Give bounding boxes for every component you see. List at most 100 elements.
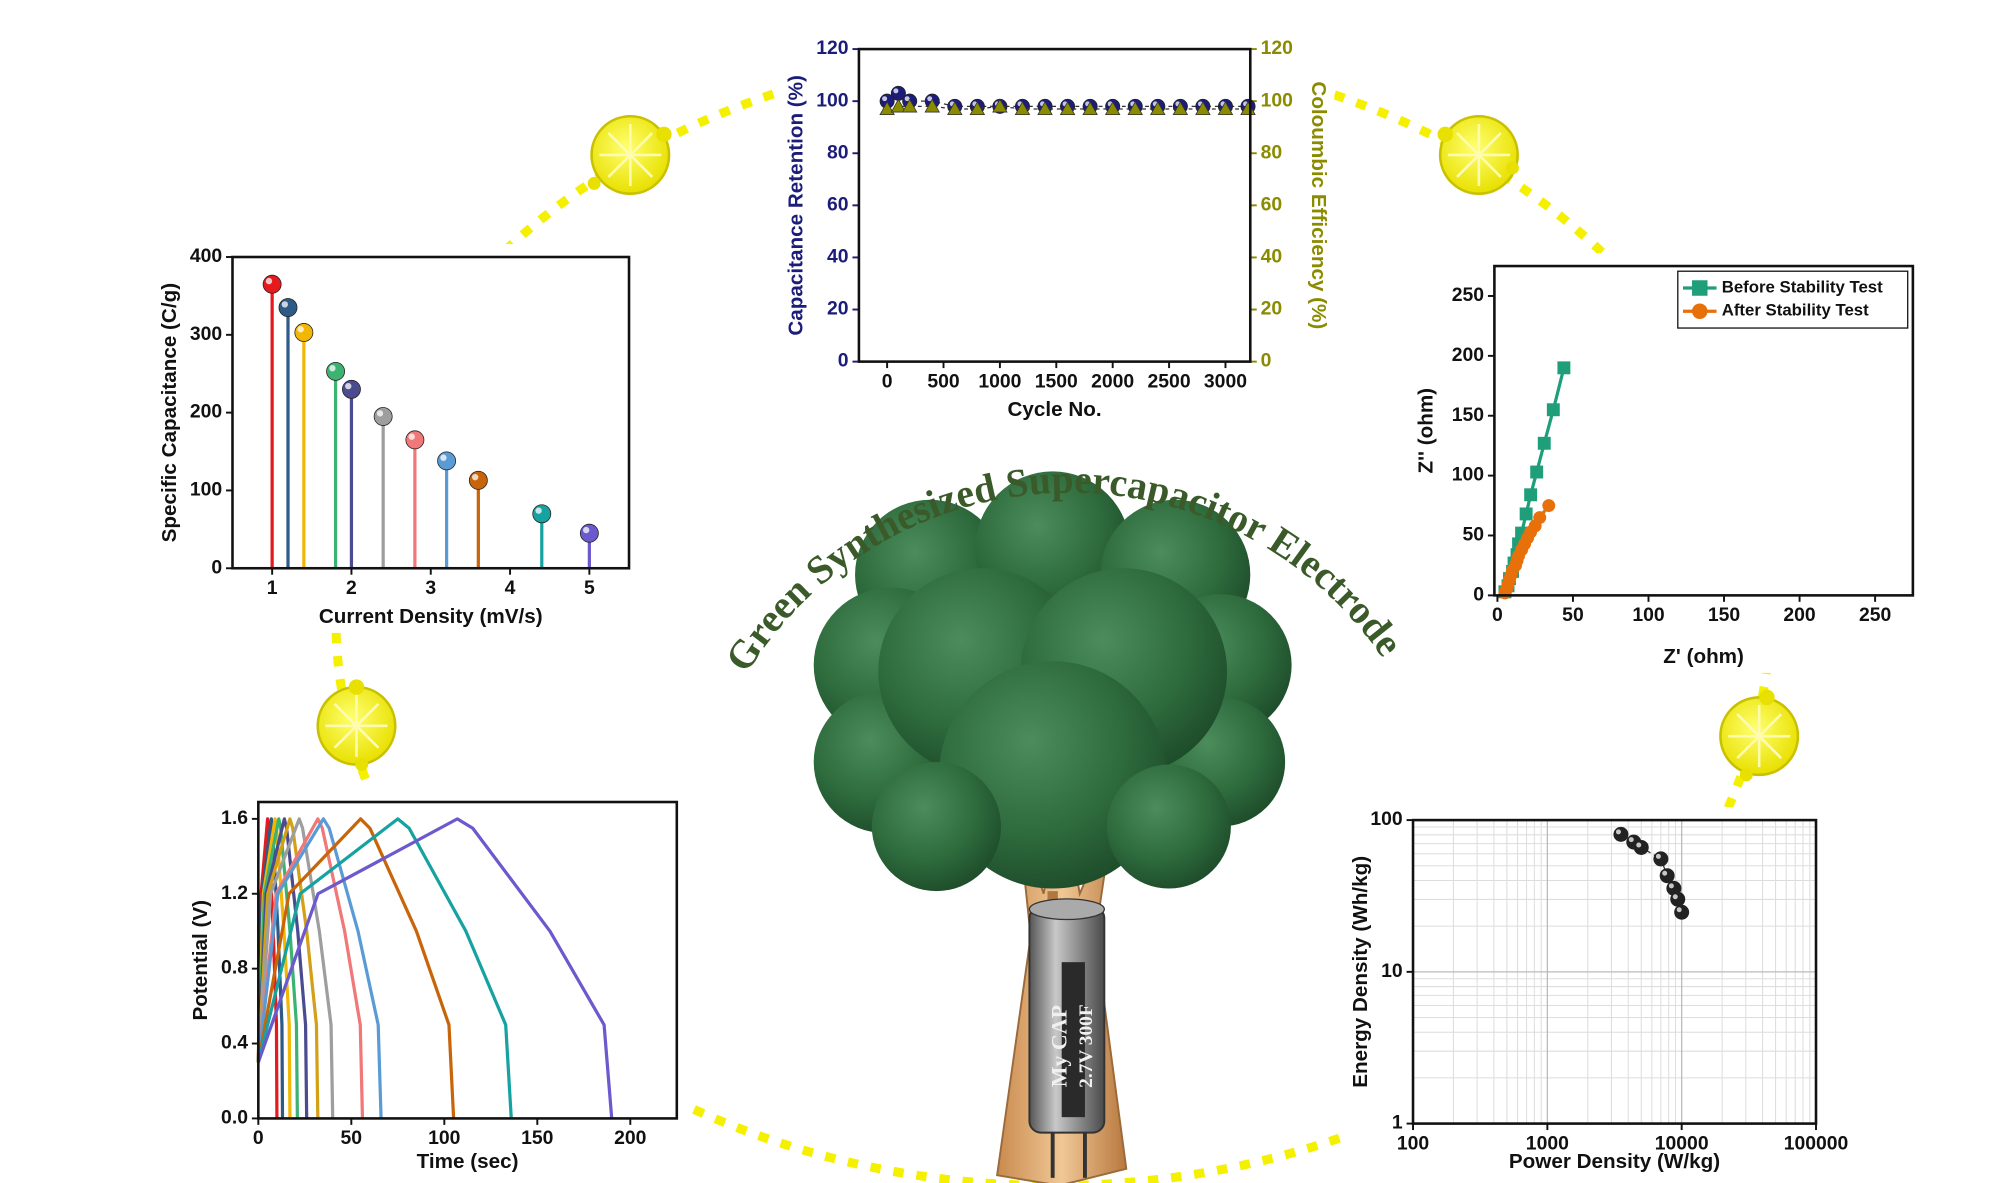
x-tick-label: 0 bbox=[882, 370, 893, 392]
y-tick-label: 0 bbox=[211, 556, 222, 578]
highlight bbox=[882, 96, 888, 102]
highlight bbox=[281, 301, 289, 308]
marker bbox=[1127, 101, 1144, 116]
marker bbox=[1542, 499, 1556, 513]
legend-box bbox=[1677, 270, 1909, 329]
tree bbox=[813, 471, 1292, 1183]
marker bbox=[890, 98, 907, 113]
y-tick-label: 1 bbox=[1392, 1112, 1403, 1134]
x-tick-label: 250 bbox=[1859, 604, 1891, 626]
highlight bbox=[1636, 842, 1642, 848]
highlight bbox=[440, 454, 447, 461]
y-tick-label: 150 bbox=[1452, 404, 1484, 426]
y2-tick-label: 80 bbox=[1261, 141, 1283, 163]
chart: 1 2 3 4 5 0 100 200 300 400 Current Density (mV/s)… bbox=[154, 244, 642, 633]
y-tick-label: 0 bbox=[1473, 583, 1484, 605]
y-tick-label: 0.4 bbox=[221, 1032, 248, 1054]
marker bbox=[405, 430, 425, 450]
x-axis-label: Time (sec) bbox=[417, 1150, 519, 1173]
marker bbox=[1104, 101, 1121, 116]
x-tick-label: 1 bbox=[267, 577, 278, 599]
capacitor-label: My CAP bbox=[1047, 1005, 1072, 1087]
x-tick-label: 3 bbox=[425, 577, 436, 599]
y-axis-label: Potential (V) bbox=[189, 900, 212, 1020]
y-tick-label: 100 bbox=[190, 479, 222, 501]
legend-marker bbox=[1692, 303, 1708, 319]
highlight bbox=[345, 382, 352, 390]
highlight bbox=[408, 433, 415, 440]
marker bbox=[1674, 904, 1690, 920]
x-tick-label: 1500 bbox=[1035, 370, 1078, 392]
y2-tick-label: 0 bbox=[1261, 350, 1272, 372]
marker bbox=[1172, 101, 1189, 116]
x-axis-label: Z' (ohm) bbox=[1663, 645, 1744, 668]
chart-background bbox=[154, 244, 642, 633]
x-tick-label: 50 bbox=[1562, 604, 1584, 626]
x-axis-label: Current Density (mV/s) bbox=[319, 605, 543, 628]
series-line bbox=[256, 817, 365, 1119]
y-tick-label: 40 bbox=[827, 246, 849, 268]
marker bbox=[1082, 101, 1098, 116]
highlight bbox=[329, 365, 336, 372]
y-axis-label: Specific Capacitance (C/g) bbox=[158, 283, 181, 542]
y2-tick-label: 40 bbox=[1261, 246, 1283, 268]
chart: 100 1000 10000 100000 1 10 100 Power Density (W… bbox=[1348, 807, 1848, 1182]
marker bbox=[1014, 101, 1031, 116]
marker bbox=[437, 451, 457, 471]
marker bbox=[326, 361, 346, 381]
highlight bbox=[1655, 853, 1661, 859]
x-tick-label: 500 bbox=[927, 370, 959, 392]
highlight bbox=[1662, 870, 1668, 876]
marker bbox=[1524, 488, 1538, 502]
x-tick-label: 1000 bbox=[978, 370, 1021, 392]
x-tick-label: 100000 bbox=[1784, 1132, 1849, 1154]
y-tick-label: 1.6 bbox=[221, 807, 248, 829]
marker bbox=[579, 523, 599, 543]
plot-frame bbox=[857, 47, 1252, 363]
x-tick-label: 4 bbox=[505, 577, 516, 599]
highlight bbox=[927, 96, 933, 102]
highlight bbox=[1672, 894, 1678, 900]
y-tick-label: 100 bbox=[1370, 808, 1402, 830]
x-tick-label: 2500 bbox=[1148, 370, 1191, 392]
y2-tick-label: 100 bbox=[1261, 89, 1293, 111]
y-tick-label: 50 bbox=[1463, 524, 1485, 546]
x-axis-label: Power Density (W/kg) bbox=[1509, 1150, 1720, 1173]
highlight bbox=[297, 326, 304, 333]
x-tick-label: 10000 bbox=[1655, 1132, 1709, 1154]
highlight bbox=[535, 507, 542, 514]
y-tick-label: 0.0 bbox=[221, 1107, 248, 1129]
marker bbox=[947, 101, 963, 116]
marker bbox=[1037, 101, 1053, 116]
marker bbox=[901, 98, 918, 113]
x-tick-label: 5 bbox=[584, 577, 595, 599]
chart: 0 50 100 150 200 0.0 0.4 0.8 1.2 1.6 Time (sec) Pot… bbox=[183, 789, 690, 1181]
x-tick-label: 2000 bbox=[1091, 370, 1134, 392]
x-tick-label: 100 bbox=[1397, 1132, 1429, 1154]
marker bbox=[1537, 436, 1551, 450]
x-tick-label: 100 bbox=[1632, 604, 1664, 626]
x-tick-label: 200 bbox=[614, 1127, 646, 1149]
x-tick-label: 0 bbox=[1492, 604, 1503, 626]
y-tick-label: 250 bbox=[1452, 284, 1484, 306]
y-tick-label: 100 bbox=[1452, 464, 1484, 486]
highlight bbox=[376, 410, 384, 417]
x-tick-label: 150 bbox=[1708, 604, 1740, 626]
y-axis-label: Energy Density (Wh/kg) bbox=[1349, 856, 1372, 1088]
highlight bbox=[1668, 883, 1674, 889]
y-tick-label: 120 bbox=[816, 37, 848, 59]
marker bbox=[1195, 101, 1211, 116]
marker bbox=[1530, 465, 1544, 479]
x-tick-label: 3000 bbox=[1204, 370, 1247, 392]
marker bbox=[1633, 839, 1649, 855]
marker bbox=[1150, 101, 1166, 116]
marker bbox=[924, 98, 940, 113]
plot-frame bbox=[231, 255, 631, 570]
x-tick-label: 1000 bbox=[1526, 1132, 1569, 1154]
y2-tick-label: 120 bbox=[1261, 37, 1293, 59]
plot-frame bbox=[1411, 818, 1818, 1125]
highlight bbox=[472, 473, 479, 481]
y-axis-label: Z'' (ohm) bbox=[1415, 388, 1438, 474]
marker bbox=[262, 274, 282, 294]
